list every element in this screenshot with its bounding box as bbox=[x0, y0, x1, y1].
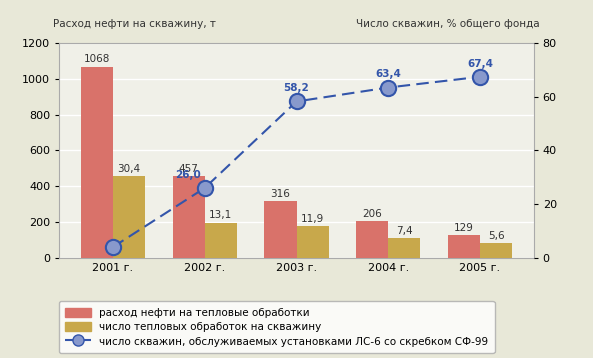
Bar bbox=[480, 243, 512, 258]
Text: 1068: 1068 bbox=[84, 54, 110, 64]
Text: 316: 316 bbox=[270, 189, 291, 199]
Bar bbox=[205, 223, 237, 258]
Text: 30,4: 30,4 bbox=[117, 164, 141, 174]
Text: 26,0: 26,0 bbox=[176, 170, 201, 180]
Bar bbox=[356, 221, 388, 258]
Text: 11,9: 11,9 bbox=[301, 214, 324, 224]
Text: 206: 206 bbox=[362, 209, 382, 219]
Text: Число скважин, % общего фонда: Число скважин, % общего фонда bbox=[356, 19, 540, 29]
Bar bbox=[264, 201, 296, 258]
Text: 129: 129 bbox=[454, 223, 474, 233]
Bar bbox=[173, 176, 205, 258]
Bar bbox=[296, 226, 329, 258]
Text: 7,4: 7,4 bbox=[396, 226, 413, 236]
Text: 63,4: 63,4 bbox=[375, 69, 401, 79]
Text: 5,6: 5,6 bbox=[488, 231, 505, 241]
Bar bbox=[388, 238, 420, 258]
Text: 457: 457 bbox=[178, 164, 199, 174]
Bar bbox=[448, 235, 480, 258]
Legend: расход нефти на тепловые обработки, число тепловых обработок на скважину, число : расход нефти на тепловые обработки, числ… bbox=[59, 301, 495, 353]
Bar bbox=[113, 176, 145, 258]
Bar bbox=[81, 67, 113, 258]
Text: Расход нефти на скважину, т: Расход нефти на скважину, т bbox=[53, 19, 216, 29]
Text: 58,2: 58,2 bbox=[283, 83, 310, 93]
Text: 13,1: 13,1 bbox=[209, 211, 232, 221]
Text: 67,4: 67,4 bbox=[467, 59, 493, 69]
